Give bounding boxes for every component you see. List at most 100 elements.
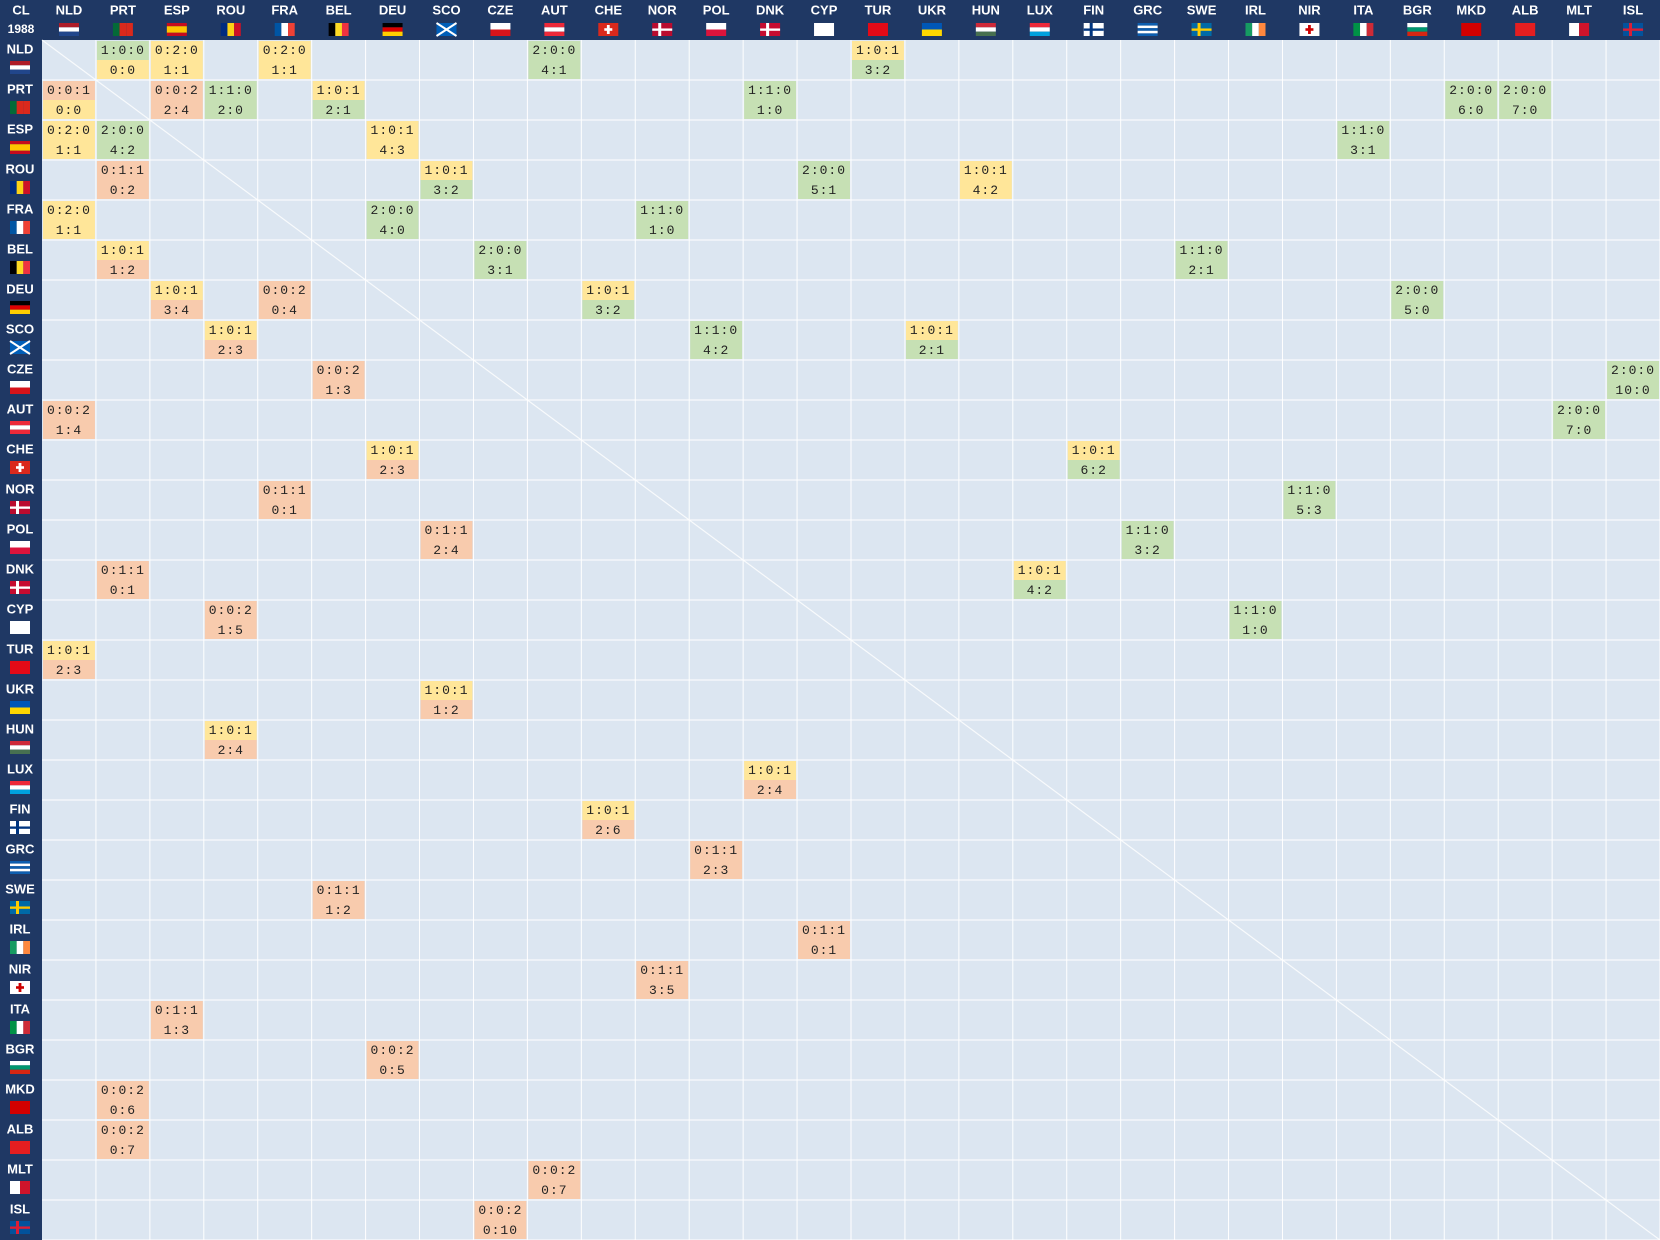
row-header: IRL [10, 921, 31, 936]
score: 0:10 [483, 1223, 518, 1238]
flag-stripe [10, 309, 30, 314]
flag-cross [16, 986, 24, 989]
flag-cross [1191, 28, 1212, 31]
flag [10, 781, 30, 794]
flag-stripe [706, 23, 727, 30]
record-bg [1499, 81, 1552, 100]
score: 4:2 [1027, 583, 1053, 598]
score: 2:4 [218, 743, 244, 758]
record-bg [420, 521, 473, 540]
flag-cross [604, 28, 613, 31]
flag-stripe [10, 261, 17, 274]
column-header: MKD [1456, 2, 1486, 17]
column-header: CYP [811, 2, 838, 17]
score-bg [258, 300, 311, 319]
column-header: UKR [918, 2, 947, 17]
record-bg [96, 561, 149, 580]
score-bg [96, 1140, 149, 1159]
record: 1:0:1 [748, 763, 792, 778]
record-bg [43, 401, 95, 420]
flag [328, 23, 349, 36]
flag-stripe [10, 745, 30, 750]
flag-stripe [16, 101, 24, 114]
record: 2:0:0 [532, 43, 576, 58]
record-bg [528, 41, 581, 60]
flag-stripe [16, 941, 24, 954]
score-bg [744, 100, 797, 119]
flag [1299, 23, 1320, 36]
score-bg [636, 220, 689, 239]
flag-cross [1305, 28, 1314, 31]
flag-stripe [1258, 23, 1266, 36]
flag-stripe [10, 781, 30, 786]
flag [10, 861, 30, 874]
flag [1407, 23, 1428, 36]
record: 0:0:2 [155, 83, 199, 98]
score: 2:3 [56, 663, 82, 678]
flag-stripe [10, 61, 30, 66]
record-bg [258, 41, 311, 60]
record: 0:2:0 [47, 203, 91, 218]
flag-stripe [234, 23, 241, 36]
flag-stripe [490, 23, 511, 30]
score: 4:2 [110, 143, 136, 158]
score-bg [690, 340, 743, 359]
score: 0:1 [110, 583, 136, 598]
score-bg [1337, 140, 1390, 159]
flag-stripe [10, 661, 30, 674]
flag-cross [10, 506, 30, 509]
flag [10, 421, 30, 434]
flag-stripe [1366, 23, 1374, 36]
record-bg [1445, 81, 1498, 100]
score: 4:1 [541, 63, 567, 78]
flag-stripe [112, 23, 120, 36]
flag [1245, 23, 1266, 36]
record-bg [312, 881, 365, 900]
record-bg [474, 241, 527, 260]
flag [10, 1101, 30, 1114]
score-bg [1229, 620, 1282, 639]
score: 0:7 [541, 1183, 567, 1198]
flag-stripe [10, 421, 30, 426]
score-bg [1499, 100, 1552, 119]
row-header: HUN [6, 721, 34, 736]
flag [1515, 23, 1536, 36]
record: 1:1:0 [1126, 523, 1170, 538]
flag [10, 1221, 30, 1234]
score-bg [258, 60, 311, 79]
score: 1:0 [649, 223, 675, 238]
record-bg [1337, 121, 1390, 140]
flag-stripe [1461, 23, 1482, 36]
flag-cross [760, 28, 781, 31]
record: 0:1:1 [802, 923, 846, 938]
record-bg [43, 201, 95, 220]
record: 1:0:1 [317, 83, 361, 98]
record: 2:0:0 [1395, 283, 1439, 298]
flag [10, 941, 30, 954]
record: 1:0:1 [424, 683, 468, 698]
row-header: CYP [7, 601, 34, 616]
row-header: NLD [7, 41, 34, 56]
flag [10, 821, 30, 834]
record-bg [1229, 601, 1282, 620]
score-bg [1607, 380, 1659, 399]
score: 1:0 [1242, 623, 1268, 638]
flag [10, 381, 30, 394]
flag-cross [652, 28, 673, 31]
diagonal [41, 39, 1660, 1240]
row-header: AUT [7, 401, 34, 416]
column-header: PRT [110, 2, 136, 17]
flag-stripe [126, 23, 133, 36]
record: 1:0:1 [101, 243, 145, 258]
flag-stripe [10, 541, 30, 548]
score-bg [420, 700, 473, 719]
record: 2:0:0 [478, 243, 522, 258]
record: 2:0:0 [1449, 83, 1493, 98]
flag [1623, 23, 1644, 36]
score-bg [582, 820, 635, 839]
score: 0:4 [271, 303, 297, 318]
score: 7:0 [1512, 103, 1538, 118]
record: 1:1:0 [1287, 483, 1331, 498]
row-header: SCO [6, 321, 34, 336]
